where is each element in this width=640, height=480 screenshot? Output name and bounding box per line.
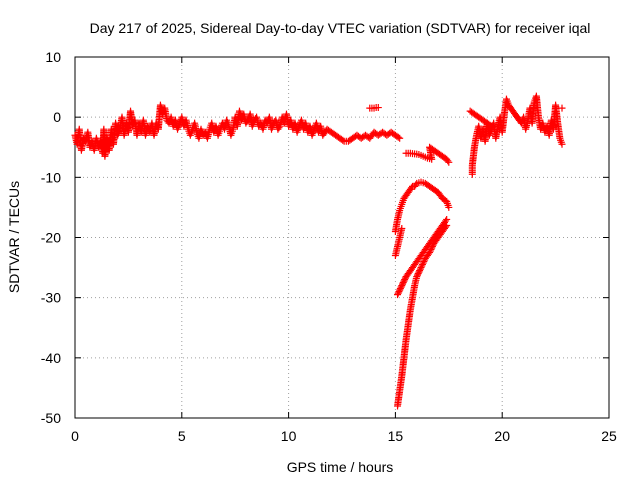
data-point <box>413 273 421 281</box>
data-point <box>416 267 424 275</box>
data-point <box>400 277 408 285</box>
y-tick-label: 10 <box>45 49 61 65</box>
data-point <box>426 249 434 257</box>
data-point <box>374 104 382 112</box>
data-point <box>428 243 436 251</box>
data-point <box>396 134 404 142</box>
data-point <box>243 118 251 126</box>
data-point <box>558 140 566 148</box>
data-point <box>418 261 426 269</box>
y-tick-label: -50 <box>41 410 61 426</box>
data-point <box>398 224 406 232</box>
data-point <box>558 104 566 112</box>
x-axis-label: GPS time / hours <box>287 459 394 475</box>
data-point <box>398 282 406 290</box>
x-tick-label: 20 <box>494 428 510 444</box>
data-point <box>396 285 404 293</box>
data-point <box>417 264 425 272</box>
data-point <box>420 258 428 266</box>
x-tick-label: 0 <box>71 428 79 444</box>
data-point <box>407 184 415 192</box>
x-tick-label: 15 <box>388 428 404 444</box>
x-tick-label: 25 <box>601 428 617 444</box>
data-point <box>394 133 402 141</box>
data-point <box>397 283 405 291</box>
axis-layer: 0 5 10 15 20 25 10 0 -10 -20 -30 -40 -50 <box>41 49 617 444</box>
data-point <box>339 136 347 144</box>
data-points <box>71 92 566 410</box>
data-point <box>442 217 450 225</box>
x-tick-label: 5 <box>178 428 186 444</box>
data-point <box>399 279 407 287</box>
data-point <box>445 203 453 211</box>
y-tick-label: -20 <box>41 230 61 246</box>
data-point <box>419 259 427 267</box>
data-point <box>427 246 435 254</box>
data-point <box>418 262 426 270</box>
data-point <box>428 244 436 252</box>
data-point <box>399 280 407 288</box>
data-point <box>396 286 404 294</box>
data-point <box>426 247 434 255</box>
chart-title: Day 217 of 2025, Sidereal Day-to-day VTE… <box>90 20 591 36</box>
data-point <box>394 291 402 299</box>
data-point <box>445 158 453 166</box>
data-point <box>395 288 403 296</box>
y-tick-label: -10 <box>41 169 61 185</box>
data-point <box>442 223 450 231</box>
y-tick-label: -40 <box>41 350 61 366</box>
data-point <box>415 268 423 276</box>
y-tick-label: -30 <box>41 290 61 306</box>
data-point <box>275 124 283 132</box>
y-tick-label: 0 <box>53 109 61 125</box>
data-point <box>414 270 422 278</box>
data-point <box>401 276 409 284</box>
data-point <box>443 221 451 229</box>
data-point <box>443 215 451 223</box>
data-point <box>394 289 402 297</box>
x-tick-label: 10 <box>281 428 297 444</box>
data-point <box>416 265 424 273</box>
data-point <box>413 271 421 279</box>
y-axis-label: SDTVAR / TECUs <box>6 181 22 293</box>
data-point <box>444 157 452 165</box>
